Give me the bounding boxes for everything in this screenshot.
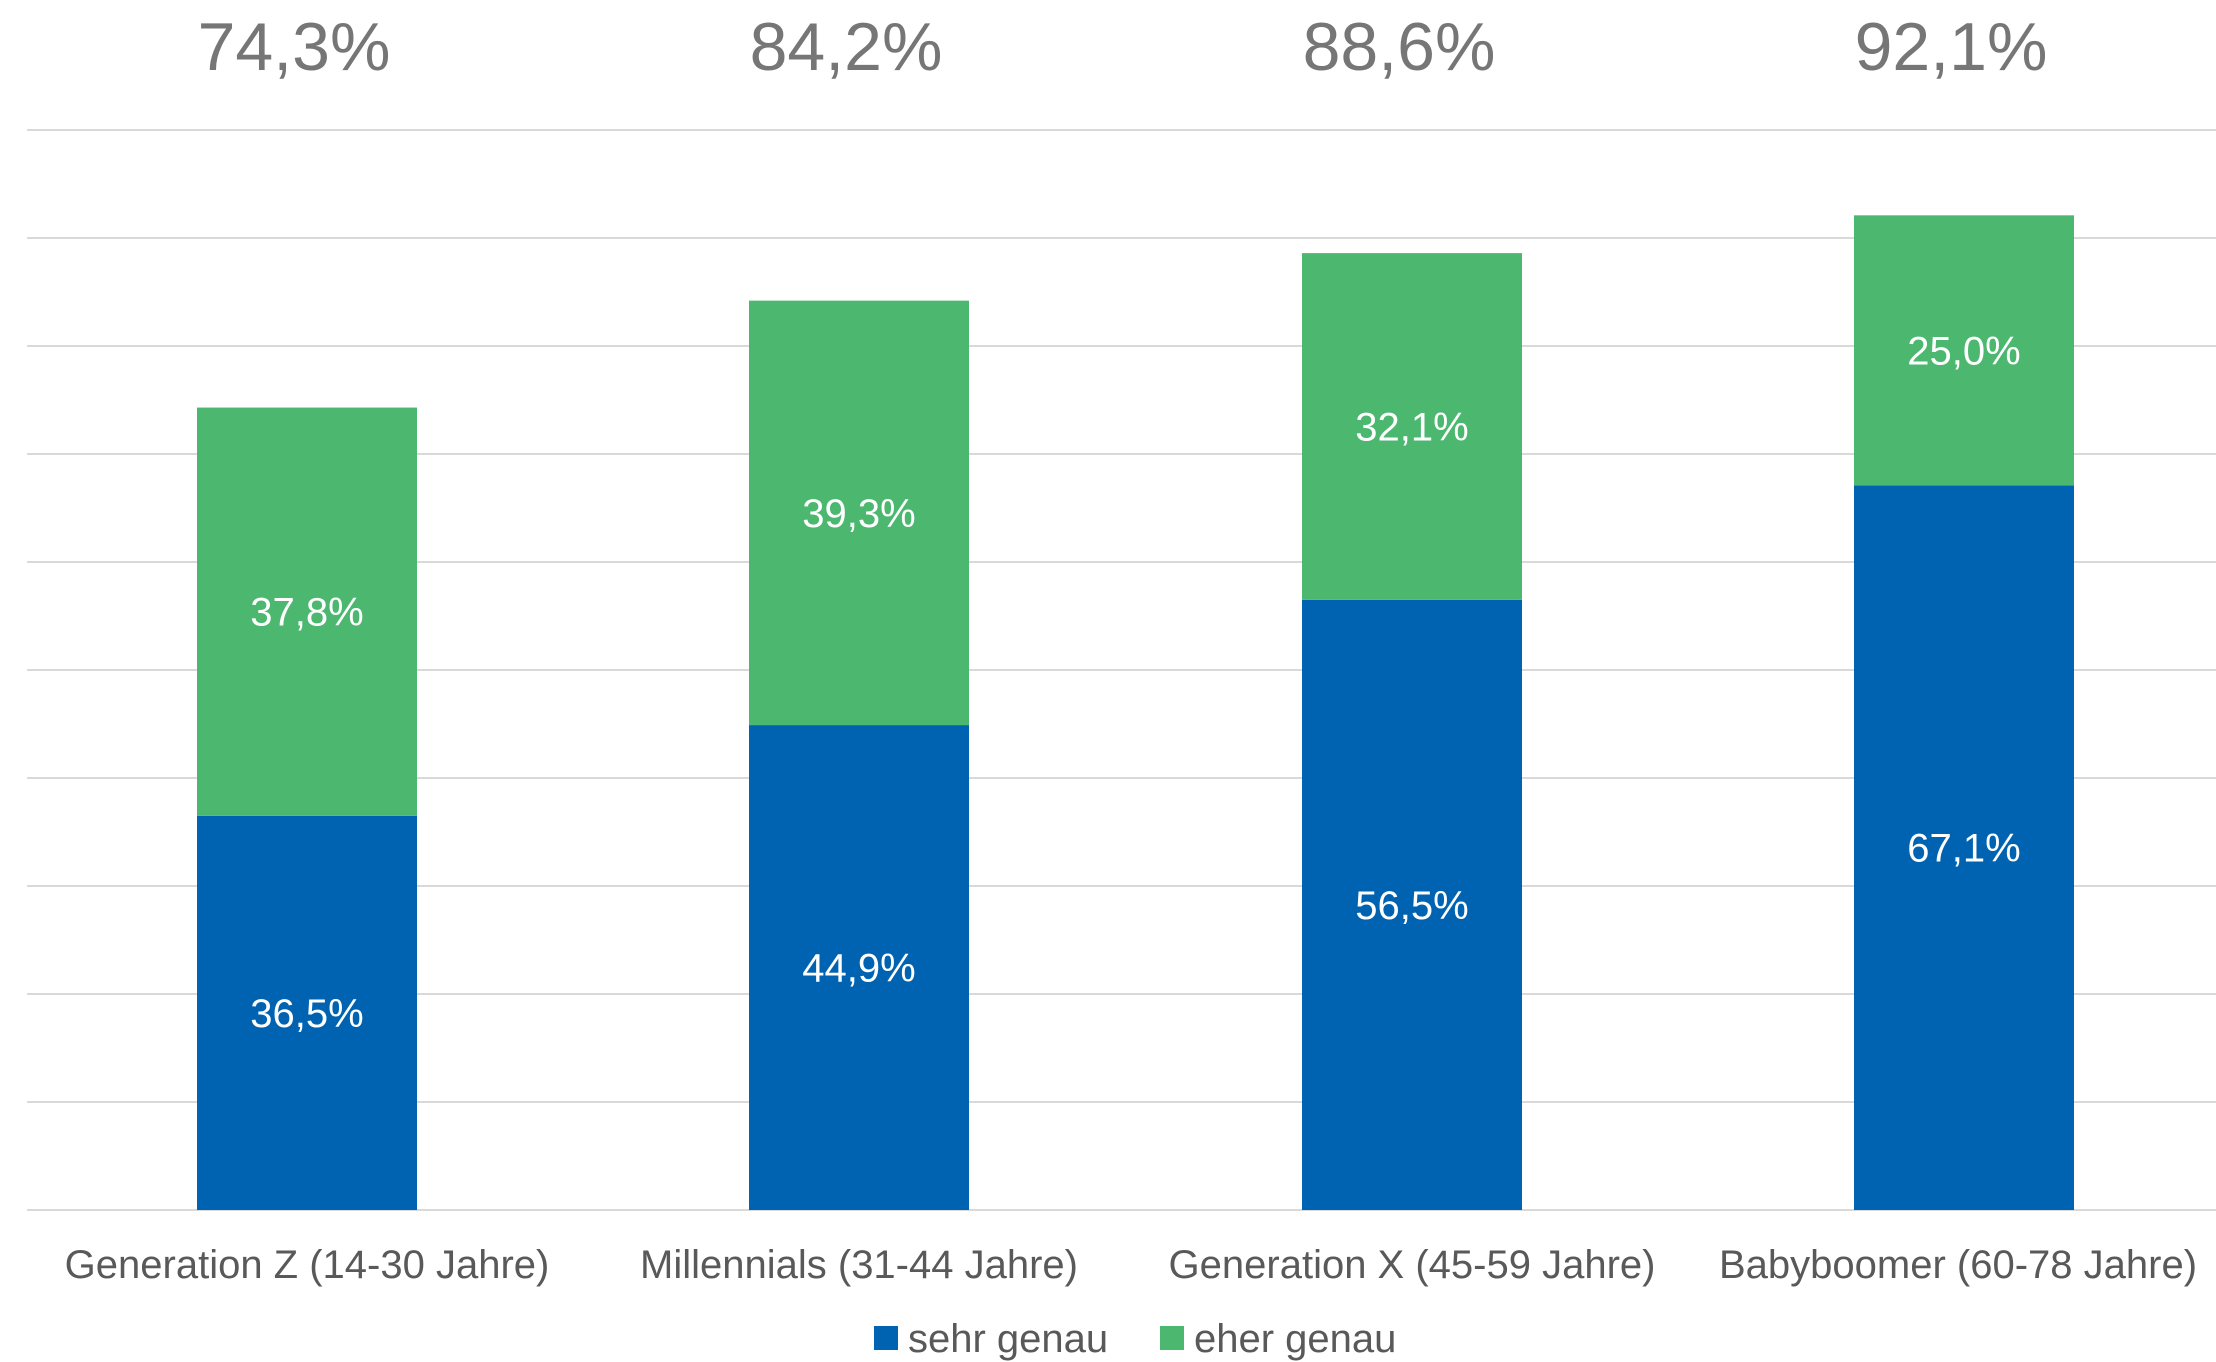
segment-labels: 36,5% 37,8% 44,9% 39,3% 56,5% 32,1% 67,1% 25,0% (250, 329, 2020, 1036)
bar-segment-sehr-genau-4 (1854, 485, 2074, 1210)
legend: sehr genau eher genau (874, 1317, 1396, 1361)
data-label-sehr-genau-3: 56,5% (1355, 884, 1468, 928)
data-label-sehr-genau-4: 67,1% (1907, 827, 2020, 871)
total-label-3: 88,6% (1303, 9, 1496, 85)
data-label-eher-genau-1: 37,8% (250, 591, 363, 635)
category-label-1: Generation Z (14-30 Jahre) (65, 1243, 550, 1287)
bar-segment-eher-genau-4 (1854, 215, 2074, 486)
bar-segment-sehr-genau-3 (1302, 599, 1522, 1210)
data-label-eher-genau-4: 25,0% (1907, 329, 2020, 373)
total-label-1: 74,3% (198, 9, 391, 85)
bar-segment-eher-genau-2 (749, 300, 969, 726)
total-labels: 74,3% 84,2% 88,6% 92,1% (198, 9, 2048, 85)
data-label-eher-genau-3: 32,1% (1355, 405, 1468, 449)
bar-segment-sehr-genau-1 (197, 815, 417, 1210)
category-label-2: Millennials (31-44 Jahre) (640, 1243, 1078, 1287)
legend-label-eher-genau: eher genau (1194, 1317, 1396, 1361)
legend-swatch-eher-genau (1160, 1326, 1184, 1350)
bars (197, 215, 2074, 1210)
category-label-3: Generation X (45-59 Jahre) (1169, 1243, 1656, 1287)
data-label-sehr-genau-1: 36,5% (250, 992, 363, 1036)
legend-label-sehr-genau: sehr genau (908, 1317, 1108, 1361)
bar-segment-eher-genau-3 (1302, 253, 1522, 600)
total-label-4: 92,1% (1855, 9, 2048, 85)
total-label-2: 84,2% (750, 9, 943, 85)
data-label-sehr-genau-2: 44,9% (802, 947, 915, 991)
category-labels: Generation Z (14-30 Jahre) Millennials (3… (65, 1243, 2197, 1287)
category-label-4: Babyboomer (60-78 Jahre) (1719, 1243, 2197, 1287)
bar-segment-sehr-genau-2 (749, 725, 969, 1210)
bar-segment-eher-genau-1 (197, 407, 417, 816)
legend-swatch-sehr-genau (874, 1326, 898, 1350)
data-label-eher-genau-2: 39,3% (802, 492, 915, 536)
